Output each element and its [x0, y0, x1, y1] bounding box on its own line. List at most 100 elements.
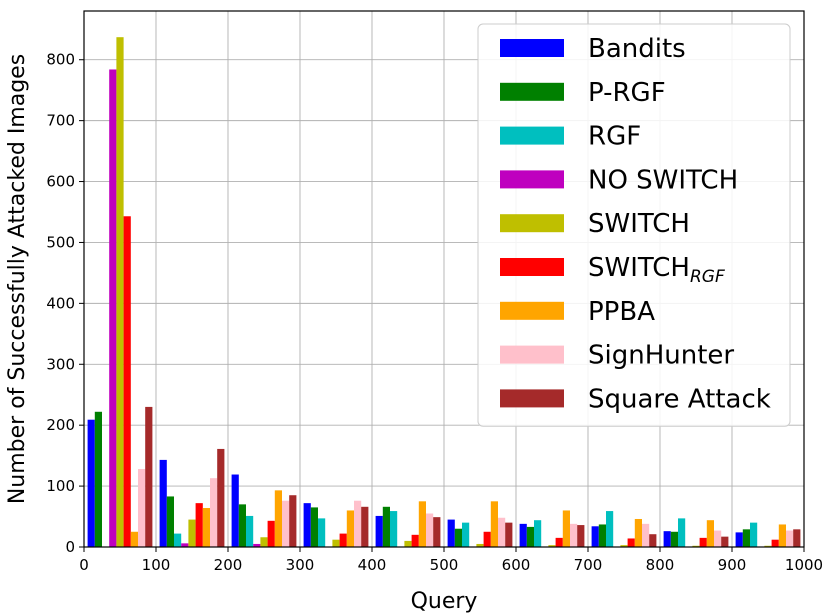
bar-switch-bin-0: [116, 37, 124, 547]
bar-p-rgf-bin-200: [238, 504, 246, 547]
x-tick-label: 800: [646, 556, 675, 574]
bar-ppba-bin-200: [274, 490, 282, 547]
bar-switch-rgf-bin-0: [123, 216, 131, 547]
legend-swatch: [500, 126, 564, 145]
bar-ppba-bin-800: [706, 520, 714, 547]
legend-label: PPBA: [588, 297, 655, 327]
bar-switch-rgf-bin-100: [195, 503, 203, 547]
x-tick-label: 200: [214, 556, 243, 574]
bar-p-rgf-bin-100: [166, 496, 174, 547]
x-tick-label: 600: [502, 556, 531, 574]
bar-signhunter-bin-700: [642, 523, 650, 547]
bar-ppba-bin-900: [778, 524, 786, 547]
bar-switch-bin-300: [332, 539, 340, 547]
bar-signhunter-bin-0: [138, 469, 146, 547]
y-tick-label: 700: [46, 112, 75, 130]
bar-switch-bin-700: [620, 545, 628, 547]
legend-label: SWITCHRGF: [588, 253, 725, 287]
bar-rgf-bin-300: [318, 518, 326, 547]
bar-switch-rgf-bin-700: [627, 538, 635, 547]
y-tick-label: 500: [46, 233, 75, 251]
bar-rgf-bin-500: [462, 522, 470, 547]
bar-rgf-bin-700: [606, 511, 614, 547]
legend: Bandits P-RGF RGF NO SWITCH SWITCH SWITCHRGF P…: [477, 23, 791, 427]
y-tick-label: 300: [46, 355, 75, 373]
x-tick-label: 900: [718, 556, 747, 574]
bar-bandits-bin-200: [231, 474, 239, 547]
bar-switch-bin-800: [692, 545, 700, 547]
bar-p-rgf-bin-700: [598, 524, 606, 547]
legend-swatch: [500, 301, 564, 320]
bar-switch-rgf-bin-900: [771, 539, 779, 547]
bar-bandits-bin-100: [159, 459, 167, 547]
bar-p-rgf-bin-500: [454, 528, 462, 547]
legend-swatch: [500, 82, 564, 101]
legend-swatch: [500, 389, 564, 408]
bar-square-attack-bin-800: [721, 536, 729, 547]
bar-ppba-bin-500: [490, 501, 498, 547]
y-tick-label: 200: [46, 416, 75, 434]
bar-bandits-bin-0: [87, 419, 95, 547]
bar-rgf-bin-200: [246, 515, 254, 547]
x-tick-label: 1000: [785, 556, 823, 574]
bar-switch-bin-400: [404, 540, 412, 547]
bar-ppba-bin-100: [202, 508, 210, 547]
bar-switch-rgf-bin-600: [555, 537, 563, 547]
bar-p-rgf-bin-600: [526, 526, 534, 547]
bar-bandits-bin-700: [591, 526, 599, 547]
bar-p-rgf-bin-300: [310, 507, 318, 547]
legend-label: SignHunter: [588, 341, 734, 371]
bar-switch-bin-600: [548, 545, 556, 547]
legend-label: SWITCH: [588, 209, 690, 239]
legend-label: NO SWITCH: [588, 165, 738, 195]
bar-p-rgf-bin-400: [382, 506, 390, 547]
bar-bandits-bin-400: [375, 515, 383, 547]
bar-bandits-bin-800: [663, 531, 671, 547]
bar-square-attack-bin-300: [361, 506, 369, 547]
bar-bandits-bin-500: [447, 519, 455, 547]
x-tick-label: 300: [286, 556, 315, 574]
bar-ppba-bin-600: [562, 510, 570, 547]
x-axis-title: Query: [411, 589, 478, 614]
bar-signhunter-bin-200: [282, 500, 290, 547]
legend-label: RGF: [588, 122, 641, 152]
bar-ppba-bin-300: [346, 510, 354, 547]
bar-square-attack-bin-700: [649, 534, 657, 547]
bar-signhunter-bin-900: [786, 530, 794, 547]
bar-square-attack-bin-600: [577, 525, 585, 547]
legend-frame: [477, 23, 791, 427]
bars: [87, 37, 801, 548]
bar-signhunter-bin-500: [498, 517, 506, 547]
bar-switch-rgf-bin-400: [411, 534, 419, 547]
y-tick-label: 0: [65, 538, 75, 556]
bar-square-attack-bin-200: [289, 495, 297, 547]
legend-swatch: [500, 170, 564, 189]
legend-swatch: [500, 345, 564, 364]
bar-switch-rgf-bin-200: [267, 520, 275, 547]
legend-swatch: [500, 214, 564, 233]
x-tick-label: 400: [358, 556, 387, 574]
bar-switch-bin-200: [260, 537, 268, 547]
x-tick-label: 0: [79, 556, 89, 574]
bar-signhunter-bin-100: [210, 478, 218, 547]
bar-p-rgf-bin-800: [670, 531, 678, 547]
y-tick-label: 800: [46, 51, 75, 69]
legend-swatch: [500, 258, 564, 276]
bar-bandits-bin-600: [519, 523, 527, 547]
bar-bandits-bin-300: [303, 503, 311, 547]
bar-ppba-bin-400: [418, 501, 426, 547]
y-tick-label: 100: [46, 477, 75, 495]
x-tick-label: 500: [430, 556, 459, 574]
bar-square-attack-bin-900: [793, 529, 801, 547]
bar-no-switch-bin-100: [181, 543, 189, 547]
bar-signhunter-bin-400: [426, 513, 434, 547]
x-tick-label: 100: [142, 556, 171, 574]
bar-switch-bin-900: [764, 545, 772, 547]
bar-switch-bin-500: [476, 543, 484, 547]
bar-no-switch-bin-0: [109, 69, 117, 548]
bar-square-attack-bin-500: [505, 522, 513, 547]
bar-switch-bin-100: [188, 519, 196, 547]
bar-rgf-bin-100: [174, 533, 182, 547]
bar-bandits-bin-900: [735, 532, 743, 547]
